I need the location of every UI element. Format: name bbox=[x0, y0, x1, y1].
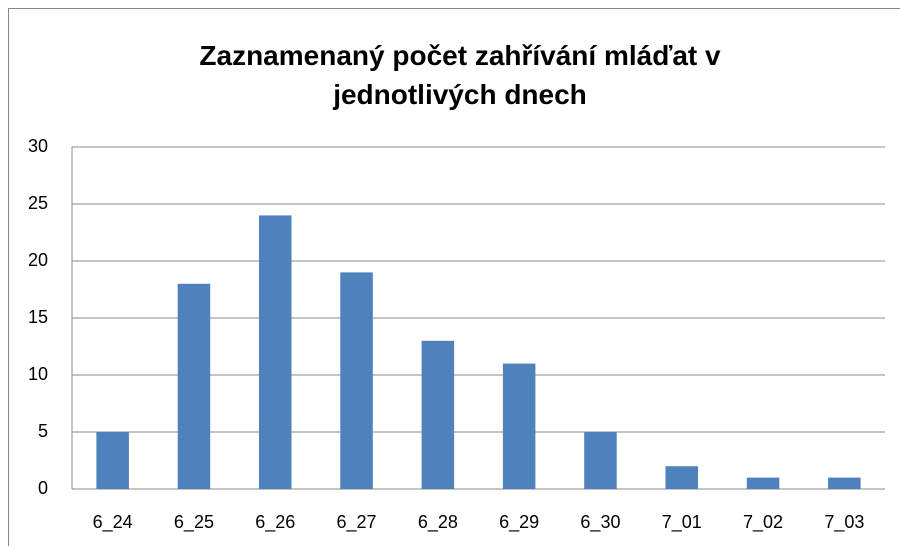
bar bbox=[258, 215, 292, 489]
bar bbox=[828, 477, 861, 489]
x-tick-label: 7_01 bbox=[662, 512, 702, 533]
x-tick-label: 7_02 bbox=[743, 512, 783, 533]
y-tick-label: 15 bbox=[28, 307, 48, 327]
y-tick-label: 25 bbox=[28, 193, 48, 213]
x-tick-label: 6_26 bbox=[255, 512, 295, 533]
bar bbox=[746, 477, 780, 489]
x-tick-label: 6_27 bbox=[337, 512, 377, 533]
bar bbox=[421, 340, 455, 489]
y-tick-label: 5 bbox=[38, 421, 48, 441]
x-tick-label: 6_29 bbox=[499, 512, 539, 533]
x-tick-label: 6_25 bbox=[174, 512, 214, 533]
y-tick-label: 20 bbox=[28, 250, 48, 270]
y-tick-label: 0 bbox=[38, 478, 48, 498]
bar bbox=[502, 363, 536, 489]
x-tick-label: 6_30 bbox=[580, 512, 620, 533]
y-tick-label: 10 bbox=[28, 364, 48, 384]
x-tick-label: 7_03 bbox=[824, 512, 864, 533]
bar bbox=[96, 432, 129, 489]
chart-border bbox=[8, 8, 900, 546]
bar bbox=[665, 466, 699, 489]
bar bbox=[177, 283, 211, 489]
x-tick-label: 6_28 bbox=[418, 512, 458, 533]
chart-title: Zaznamenaný počet zahřívání mláďat v jed… bbox=[199, 40, 721, 110]
y-tick-label: 30 bbox=[28, 136, 48, 156]
bar bbox=[340, 272, 373, 489]
bar bbox=[584, 432, 617, 489]
x-tick-label: 6_24 bbox=[93, 512, 133, 533]
